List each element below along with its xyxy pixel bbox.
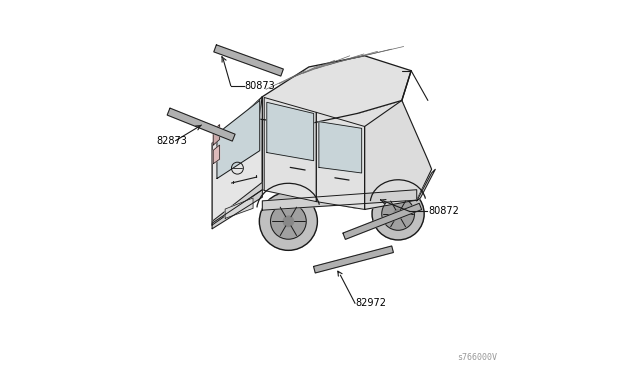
Text: s766000V: s766000V [457,353,497,362]
Polygon shape [259,56,411,125]
Polygon shape [319,122,362,173]
Polygon shape [316,112,365,209]
Polygon shape [225,198,253,218]
Polygon shape [365,100,431,209]
Polygon shape [217,100,260,179]
Polygon shape [264,97,316,202]
Polygon shape [262,97,428,208]
Text: 80873: 80873 [244,81,275,90]
Polygon shape [343,203,422,239]
Polygon shape [417,169,435,201]
Circle shape [283,216,294,227]
Polygon shape [212,190,262,229]
Polygon shape [262,190,417,210]
Polygon shape [267,102,314,161]
Circle shape [394,209,403,218]
Circle shape [381,198,415,230]
Polygon shape [214,45,284,76]
Circle shape [271,203,306,239]
Polygon shape [213,125,220,145]
Polygon shape [213,145,220,164]
Circle shape [372,188,424,240]
Text: 82873: 82873 [156,136,187,145]
Polygon shape [167,108,235,141]
Polygon shape [212,97,262,225]
Text: 80872: 80872 [428,206,459,216]
Text: 82972: 82972 [356,298,387,308]
Polygon shape [314,246,394,273]
Circle shape [259,192,317,250]
Polygon shape [212,182,262,225]
